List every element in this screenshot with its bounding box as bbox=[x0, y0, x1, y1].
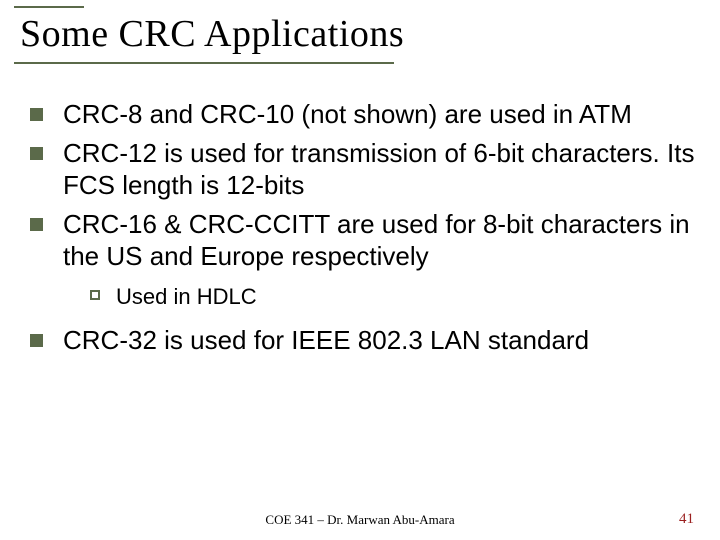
list-item-text: CRC-12 is used for transmission of 6-bit… bbox=[63, 137, 712, 202]
list-item-text: CRC-16 & CRC-CCITT are used for 8-bit ch… bbox=[63, 208, 712, 273]
title-rule-top bbox=[14, 6, 84, 8]
list-item: CRC-8 and CRC-10 (not shown) are used in… bbox=[14, 98, 712, 131]
list-item: CRC-12 is used for transmission of 6-bit… bbox=[14, 137, 712, 202]
slide-title: Some CRC Applications bbox=[14, 12, 706, 56]
list-subitem: Used in HDLC bbox=[14, 283, 712, 311]
list-item: CRC-16 & CRC-CCITT are used for 8-bit ch… bbox=[14, 208, 712, 273]
slide: Some CRC Applications CRC-8 and CRC-10 (… bbox=[0, 0, 720, 540]
title-block: Some CRC Applications bbox=[14, 6, 706, 64]
hollow-square-bullet-icon bbox=[90, 290, 100, 300]
square-bullet-icon bbox=[30, 108, 43, 121]
square-bullet-icon bbox=[30, 334, 43, 347]
page-number: 41 bbox=[679, 511, 694, 528]
footer-center: COE 341 – Dr. Marwan Abu-Amara bbox=[0, 512, 720, 528]
square-bullet-icon bbox=[30, 147, 43, 160]
list-item-text: CRC-32 is used for IEEE 802.3 LAN standa… bbox=[63, 324, 712, 357]
list-item: CRC-32 is used for IEEE 802.3 LAN standa… bbox=[14, 324, 712, 357]
list-item-text: CRC-8 and CRC-10 (not shown) are used in… bbox=[63, 98, 712, 131]
square-bullet-icon bbox=[30, 218, 43, 231]
title-rule-bottom bbox=[14, 62, 394, 64]
content-area: CRC-8 and CRC-10 (not shown) are used in… bbox=[14, 98, 712, 363]
list-subitem-text: Used in HDLC bbox=[116, 283, 712, 311]
